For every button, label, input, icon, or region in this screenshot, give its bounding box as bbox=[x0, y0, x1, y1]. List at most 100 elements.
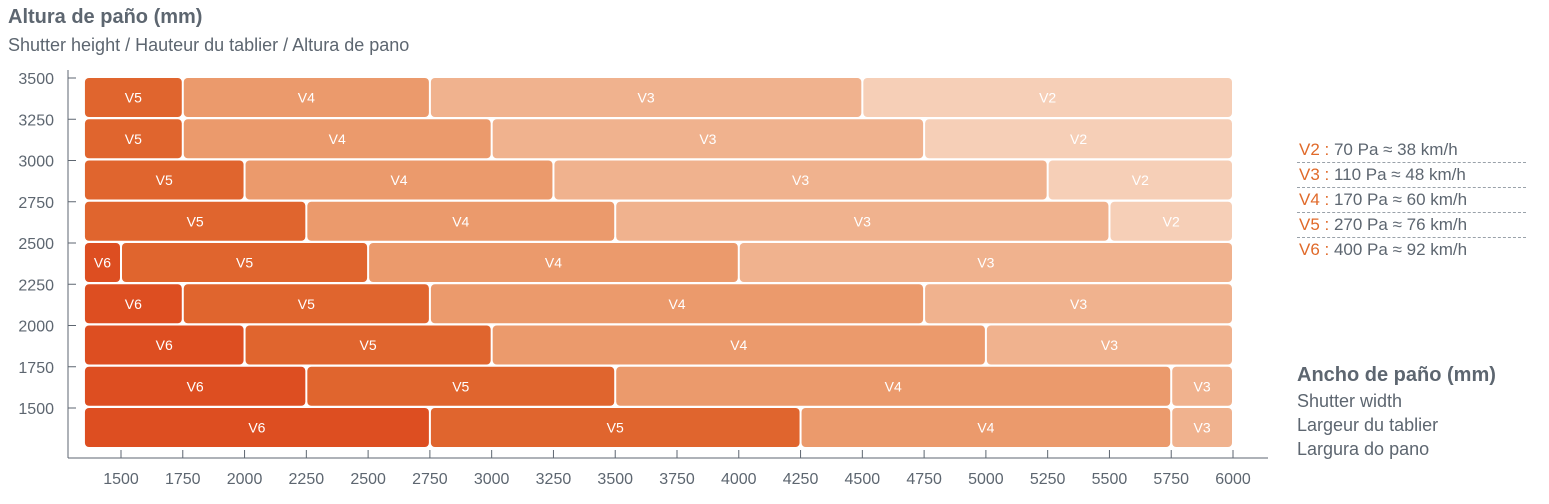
legend-code: V3 : bbox=[1299, 165, 1334, 184]
x-axis-subtitle-en: Shutter width bbox=[1297, 391, 1403, 411]
bar-segment-label: V5 bbox=[360, 337, 377, 353]
bar-segment-v3 bbox=[1172, 408, 1232, 447]
x-tick-label: 2750 bbox=[412, 471, 448, 488]
bar-segment-v6 bbox=[84, 325, 244, 365]
legend-code: V2 : bbox=[1299, 140, 1334, 159]
bar-segment-label: V3 bbox=[638, 90, 655, 106]
x-tick-label: 5000 bbox=[968, 471, 1004, 488]
bar-segment-label: V6 bbox=[94, 255, 111, 271]
bar-segment-v4 bbox=[616, 366, 1171, 406]
y-axis-subtitle: Shutter height / Hauteur du tablier / Al… bbox=[8, 35, 410, 55]
x-axis-subtitle-fr: Largeur du tablier bbox=[1297, 415, 1439, 435]
legend-item-v2: V2 : 70 Pa ≈ 38 km/h bbox=[1297, 138, 1526, 163]
x-tick-label: 4250 bbox=[783, 471, 819, 488]
legend: V2 : 70 Pa ≈ 38 km/h V3 : 110 Pa ≈ 48 km/… bbox=[1297, 138, 1526, 262]
legend-text: 110 Pa ≈ 48 km/h bbox=[1333, 165, 1466, 184]
x-tick-label: 5250 bbox=[1030, 471, 1066, 488]
bar-segment-v2 bbox=[1048, 160, 1232, 200]
bar-segment-v5 bbox=[245, 325, 491, 365]
bar-segment-v5 bbox=[122, 243, 368, 282]
bar-segment-v5 bbox=[84, 201, 306, 241]
legend-code: V6 : bbox=[1299, 240, 1334, 259]
bar-segment-label: V5 bbox=[125, 90, 142, 106]
bar-segment-v6 bbox=[84, 243, 120, 282]
bar-segment-label: V5 bbox=[187, 213, 204, 229]
bar-segment-v2 bbox=[863, 78, 1232, 117]
bar-segment-v3 bbox=[616, 201, 1109, 241]
bar-segment-v3 bbox=[739, 243, 1232, 282]
legend-text: 400 Pa ≈ 92 km/h bbox=[1333, 240, 1468, 259]
x-tick-label: 6000 bbox=[1215, 471, 1251, 488]
legend-text: 170 Pa ≈ 60 km/h bbox=[1333, 190, 1468, 209]
bar-segment-label: V4 bbox=[730, 337, 747, 353]
bar-segment-label: V2 bbox=[1163, 213, 1180, 229]
bar-segment-label: V2 bbox=[1070, 131, 1087, 147]
bar-segment-v2 bbox=[1110, 201, 1232, 241]
x-tick-label: 5750 bbox=[1153, 471, 1189, 488]
bar-segment-v3 bbox=[925, 284, 1232, 324]
bar-segment-v5 bbox=[84, 119, 182, 159]
y-tick-label: 2250 bbox=[18, 277, 54, 294]
bar-segment-label: V5 bbox=[125, 131, 142, 147]
bar-segment-label: V3 bbox=[854, 213, 871, 229]
bar-segment-label: V6 bbox=[248, 420, 265, 436]
bar-segment-v5 bbox=[307, 366, 615, 406]
x-tick-label: 1750 bbox=[165, 471, 201, 488]
bar-segment-label: V6 bbox=[187, 378, 204, 394]
x-tick-label: 3250 bbox=[536, 471, 572, 488]
bar-segment-label: V2 bbox=[1132, 172, 1149, 188]
y-tick-label: 2000 bbox=[18, 319, 54, 336]
bar-segment-v3 bbox=[986, 325, 1232, 365]
x-tick-label: 2500 bbox=[350, 471, 386, 488]
x-tick-label: 3000 bbox=[474, 471, 510, 488]
x-tick-label: 3750 bbox=[659, 471, 695, 488]
chart-plot: 3500 3250 3000 2750 2500 2250 2000 1750 1500 1500… bbox=[18, 70, 1268, 488]
legend-item-v4: V4 : 170 Pa ≈ 60 km/h bbox=[1297, 188, 1526, 213]
bar-segment-v5 bbox=[183, 284, 429, 324]
bar-segment-label: V5 bbox=[236, 255, 253, 271]
y-tick-label: 3000 bbox=[18, 154, 54, 171]
bar-segment-label: V6 bbox=[125, 296, 142, 312]
bar-segment-label: V4 bbox=[668, 296, 685, 312]
y-axis-title: Altura de paño (mm) bbox=[8, 6, 203, 28]
x-axis-title: Ancho de paño (mm) bbox=[1297, 364, 1496, 386]
bar-segment-v4 bbox=[369, 243, 738, 282]
bar-segment-label: V5 bbox=[452, 378, 469, 394]
bar-segment-label: V2 bbox=[1039, 90, 1056, 106]
bar-segment-label: V4 bbox=[977, 420, 994, 436]
bar-segment-label: V5 bbox=[156, 172, 173, 188]
x-tick-label: 2000 bbox=[227, 471, 263, 488]
legend-item-v3: V3 : 110 Pa ≈ 48 km/h bbox=[1297, 163, 1526, 188]
bar-segment-label: V3 bbox=[1070, 296, 1087, 312]
bar-segment-v5 bbox=[84, 78, 182, 117]
x-tick-label: 2250 bbox=[289, 471, 325, 488]
bar-segment-v4 bbox=[183, 119, 491, 159]
legend-text: 270 Pa ≈ 76 km/h bbox=[1333, 215, 1468, 234]
bar-segment-v4 bbox=[492, 325, 985, 365]
bar-segment-label: V4 bbox=[298, 90, 315, 106]
bar-segment-v4 bbox=[801, 408, 1171, 447]
bar-segment-label: V6 bbox=[156, 337, 173, 353]
bar-segment-v3 bbox=[1172, 366, 1232, 406]
bar-segment-v3 bbox=[554, 160, 1047, 200]
bar-segment-v4 bbox=[430, 284, 924, 324]
x-tick-label: 3500 bbox=[597, 471, 633, 488]
x-tick-label: 5500 bbox=[1092, 471, 1128, 488]
bar-segment-label: V3 bbox=[977, 255, 994, 271]
bar-segment-v6 bbox=[84, 366, 306, 406]
y-tick-label: 3500 bbox=[18, 71, 54, 88]
bar-segment-v3 bbox=[430, 78, 862, 117]
x-tick-label: 1500 bbox=[103, 471, 139, 488]
bar-segment-v6 bbox=[84, 284, 182, 324]
bar-segment-v4 bbox=[307, 201, 615, 241]
x-tick-label: 4500 bbox=[845, 471, 881, 488]
bar-segment-label: V5 bbox=[298, 296, 315, 312]
bar-segment-v5 bbox=[430, 408, 800, 447]
bar-segment-label: V5 bbox=[607, 420, 624, 436]
bar-segment-label: V4 bbox=[545, 255, 562, 271]
bar-segment-v2 bbox=[925, 119, 1232, 159]
bar-segment-v6 bbox=[84, 408, 429, 447]
bar-segment-label: V4 bbox=[390, 172, 407, 188]
y-tick-label: 2750 bbox=[18, 195, 54, 212]
x-axis-subtitle-pt: Largura do pano bbox=[1297, 439, 1430, 459]
